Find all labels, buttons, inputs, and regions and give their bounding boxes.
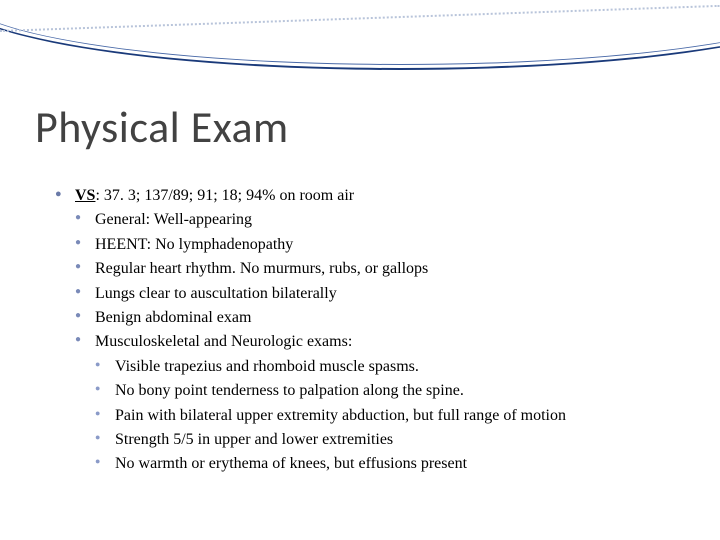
slide-content: VS: 37. 3; 137/89; 91; 18; 94% on room a…	[55, 185, 685, 478]
slide-top-decoration	[0, 0, 720, 70]
list-item: Benign abdominal exam	[75, 307, 685, 329]
list-item: No bony point tenderness to palpation al…	[95, 380, 685, 402]
list-item: Pain with bilateral upper extremity abdu…	[95, 405, 685, 427]
list-item: General: Well-appearing	[75, 209, 685, 231]
list-item: HEENT: No lymphadenopathy	[75, 234, 685, 256]
list-item: Strength 5/5 in upper and lower extremit…	[95, 429, 685, 451]
slide-title: Physical Exam	[35, 100, 289, 154]
list-item: Visible trapezius and rhomboid muscle sp…	[95, 356, 685, 378]
vs-values: : 37. 3; 137/89; 91; 18; 94% on room air	[95, 187, 354, 204]
msk-neuro-findings-list: Visible trapezius and rhomboid muscle sp…	[95, 356, 685, 476]
list-item: Musculoskeletal and Neurologic exams:	[75, 331, 685, 353]
list-item: No warmth or erythema of knees, but effu…	[95, 453, 685, 475]
decorative-dotted-line	[0, 30, 720, 50]
vs-label: VS	[75, 187, 95, 204]
list-item: Lungs clear to auscultation bilaterally	[75, 283, 685, 305]
list-item: Regular heart rhythm. No murmurs, rubs, …	[75, 258, 685, 280]
exam-findings-list: General: Well-appearing HEENT: No lympha…	[75, 209, 685, 475]
vs-line: VS: 37. 3; 137/89; 91; 18; 94% on room a…	[55, 185, 685, 207]
